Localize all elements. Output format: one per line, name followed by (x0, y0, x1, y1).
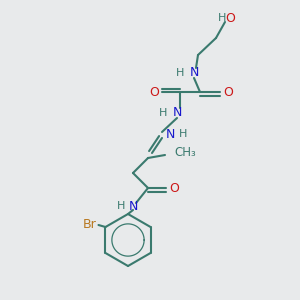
Text: O: O (169, 182, 179, 194)
Text: H: H (159, 108, 167, 118)
Text: O: O (149, 85, 159, 98)
Text: Br: Br (82, 218, 96, 232)
Text: N: N (165, 128, 175, 140)
Text: CH₃: CH₃ (174, 146, 196, 160)
Text: H: H (218, 13, 226, 23)
Text: H: H (176, 68, 184, 78)
Text: H: H (117, 201, 125, 211)
Text: N: N (172, 106, 182, 119)
Text: N: N (189, 67, 199, 80)
Text: H: H (179, 129, 187, 139)
Text: O: O (223, 85, 233, 98)
Text: O: O (225, 11, 235, 25)
Text: N: N (128, 200, 138, 212)
